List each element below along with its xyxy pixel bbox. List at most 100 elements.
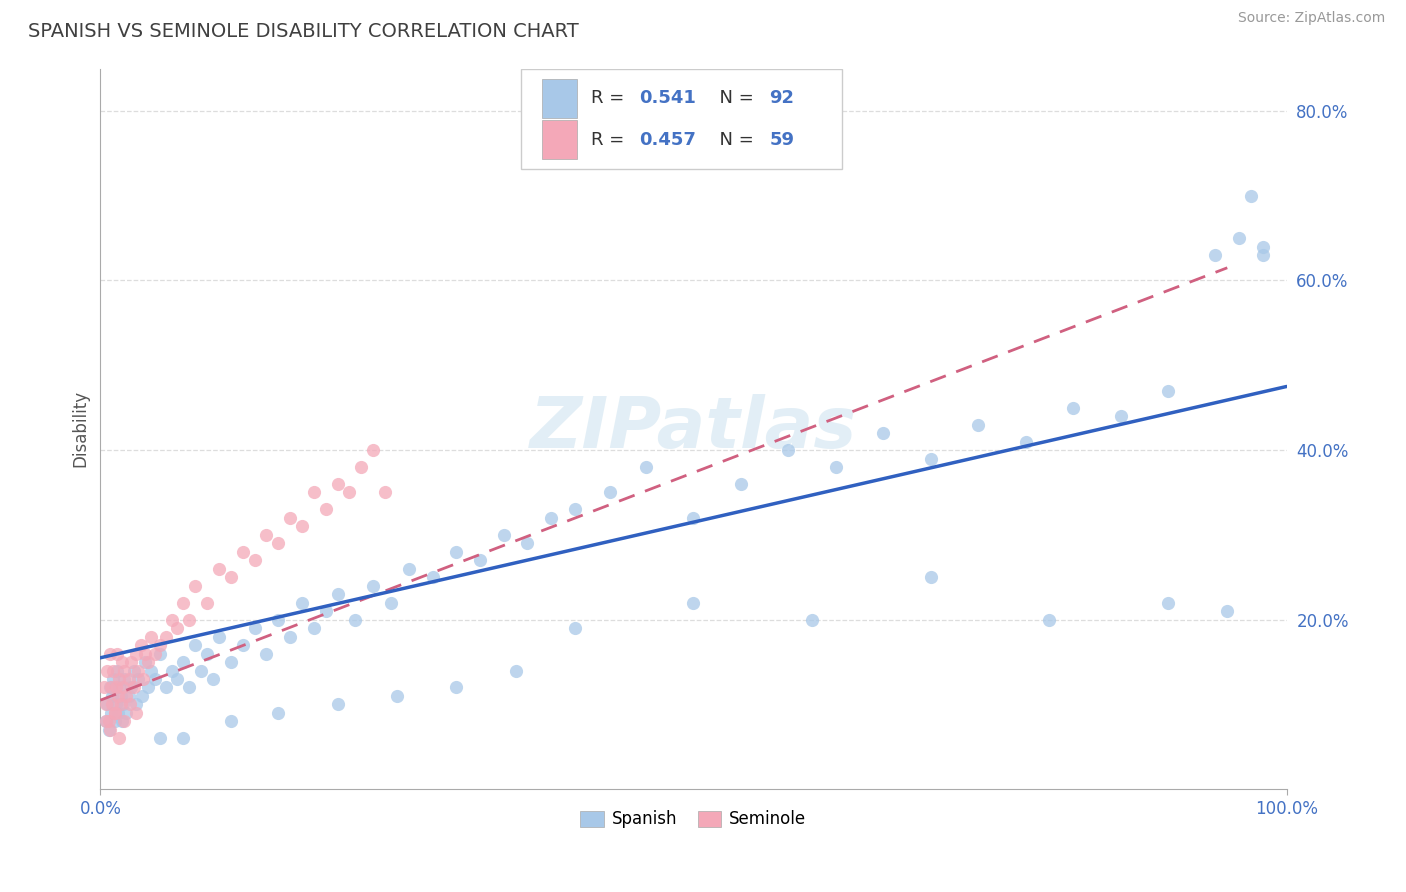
- Point: [219, 714, 242, 729]
- Point: [564, 502, 586, 516]
- Point: [1216, 604, 1239, 618]
- Point: [132, 672, 155, 686]
- Point: [105, 647, 128, 661]
- Point: [344, 613, 367, 627]
- Point: [136, 681, 159, 695]
- Point: [190, 664, 212, 678]
- Point: [920, 451, 942, 466]
- Point: [105, 664, 128, 678]
- Point: [380, 596, 402, 610]
- Point: [385, 689, 408, 703]
- Point: [339, 485, 361, 500]
- Point: [118, 672, 141, 686]
- Point: [872, 426, 894, 441]
- Point: [444, 681, 467, 695]
- Point: [599, 485, 621, 500]
- Point: [243, 621, 266, 635]
- Point: [326, 587, 349, 601]
- Text: ZIPatlas: ZIPatlas: [530, 394, 858, 463]
- Point: [1062, 401, 1084, 415]
- Point: [141, 630, 163, 644]
- Point: [103, 664, 125, 678]
- Point: [115, 706, 138, 720]
- Point: [104, 698, 127, 712]
- Point: [103, 706, 125, 720]
- Point: [166, 621, 188, 635]
- Point: [134, 655, 156, 669]
- Point: [232, 545, 254, 559]
- Text: N =: N =: [707, 89, 759, 107]
- Point: [98, 647, 121, 661]
- Text: Source: ZipAtlas.com: Source: ZipAtlas.com: [1237, 11, 1385, 25]
- Point: [315, 502, 337, 516]
- Point: [278, 511, 301, 525]
- Point: [267, 706, 290, 720]
- Point: [1157, 596, 1180, 610]
- Point: [111, 714, 134, 729]
- Point: [110, 689, 132, 703]
- Point: [1251, 248, 1274, 262]
- Point: [920, 570, 942, 584]
- Point: [143, 647, 166, 661]
- Point: [103, 706, 125, 720]
- Point: [112, 672, 135, 686]
- Point: [110, 698, 132, 712]
- Point: [125, 647, 148, 661]
- Point: [136, 655, 159, 669]
- Text: 0.457: 0.457: [638, 130, 696, 149]
- Point: [232, 638, 254, 652]
- Point: [104, 681, 127, 695]
- Point: [1251, 239, 1274, 253]
- Point: [219, 655, 242, 669]
- Point: [120, 655, 142, 669]
- Point: [97, 723, 120, 737]
- Point: [243, 553, 266, 567]
- Point: [184, 579, 207, 593]
- Point: [141, 664, 163, 678]
- Point: [540, 511, 562, 525]
- Point: [492, 528, 515, 542]
- Point: [1227, 231, 1250, 245]
- Y-axis label: Disability: Disability: [72, 391, 89, 467]
- Point: [96, 714, 118, 729]
- Point: [98, 723, 121, 737]
- Point: [505, 664, 527, 678]
- Point: [97, 714, 120, 729]
- Text: 0.541: 0.541: [638, 89, 696, 107]
- Point: [179, 613, 201, 627]
- Point: [143, 672, 166, 686]
- Text: N =: N =: [707, 130, 759, 149]
- Point: [96, 664, 118, 678]
- Point: [125, 698, 148, 712]
- Point: [118, 698, 141, 712]
- Point: [111, 698, 134, 712]
- Point: [361, 579, 384, 593]
- Point: [267, 536, 290, 550]
- Point: [267, 613, 290, 627]
- Point: [127, 664, 149, 678]
- Point: [108, 731, 131, 746]
- Point: [374, 485, 396, 500]
- Point: [129, 638, 152, 652]
- Point: [111, 655, 134, 669]
- Point: [155, 630, 177, 644]
- Point: [444, 545, 467, 559]
- Point: [350, 460, 373, 475]
- Point: [96, 698, 118, 712]
- Point: [149, 638, 172, 652]
- Point: [195, 596, 218, 610]
- Point: [1204, 248, 1226, 262]
- Point: [682, 596, 704, 610]
- Point: [208, 562, 231, 576]
- Point: [134, 647, 156, 661]
- Point: [103, 672, 125, 686]
- Point: [179, 681, 201, 695]
- Point: [103, 714, 125, 729]
- Point: [278, 630, 301, 644]
- Point: [149, 731, 172, 746]
- Point: [302, 621, 325, 635]
- Point: [801, 613, 824, 627]
- Point: [172, 655, 194, 669]
- FancyBboxPatch shape: [522, 69, 842, 169]
- Point: [184, 638, 207, 652]
